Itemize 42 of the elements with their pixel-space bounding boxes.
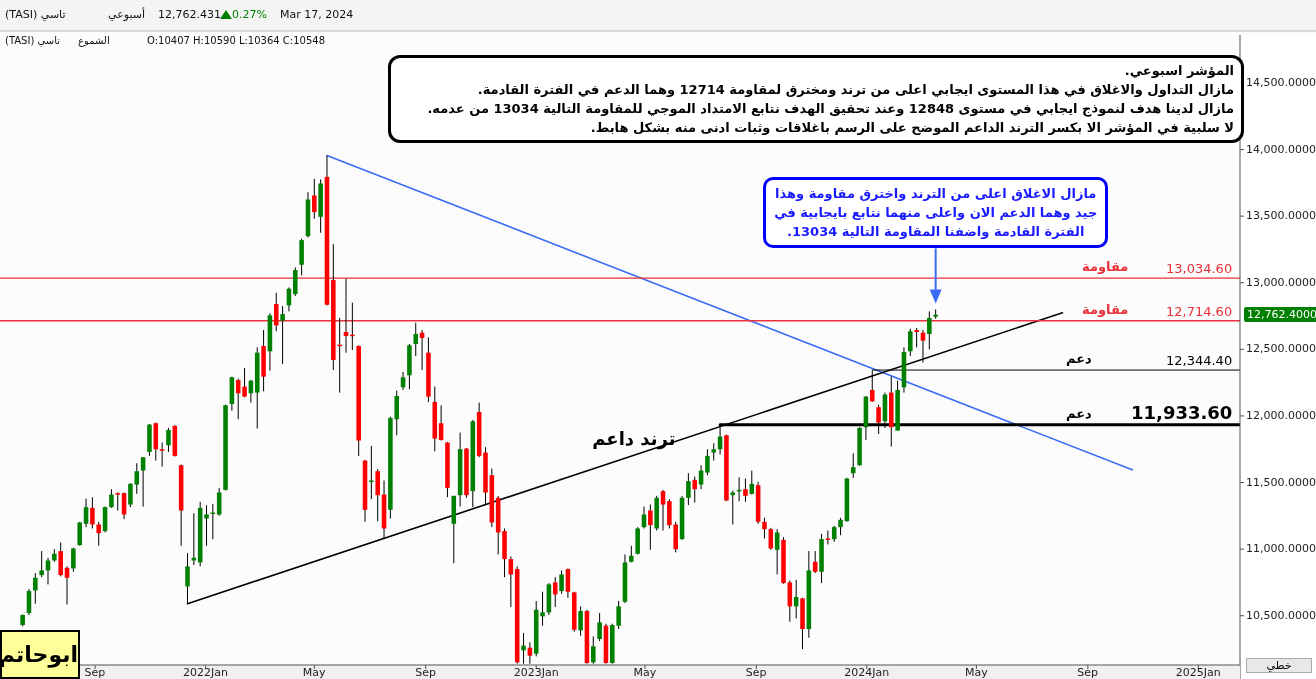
y-tick-label: 14,500.0000	[1246, 75, 1316, 89]
y-tick-label: 12,500.0000	[1246, 342, 1316, 356]
series-label: دعم	[1066, 405, 1092, 421]
x-tick-label: May	[302, 666, 326, 679]
annotation: الشموع	[78, 35, 110, 46]
series-label: مقاومة	[1082, 301, 1129, 317]
x-tick-label: 2023Jan	[513, 666, 559, 679]
x-tick-label: 2022Jan	[183, 666, 229, 679]
x-tick-label: Sep	[745, 666, 767, 679]
note: مازال الاغلاق اعلى من الترند واخترق مقاومة وهذا جيد وهما الدعم الان واعلى منهما نتابع بايجابية في الفترة القادمة واضفنا المقاومة التالية 13034.	[763, 177, 1109, 249]
annotation: O:10407 H:10590 L:10364 C:10548	[147, 35, 326, 46]
text: 12,762.431	[158, 8, 221, 21]
x-tick-label: 2025Jan	[1175, 666, 1221, 679]
text: 0.27%	[232, 8, 267, 21]
text: أسبوعي	[108, 8, 146, 21]
y-tick-label: 14,000.0000	[1246, 142, 1316, 156]
text: تاسي (TASI)	[5, 8, 66, 21]
text: 12,762.4000	[1244, 306, 1316, 322]
y-tick-label: 12,000.0000	[1246, 408, 1316, 422]
text: Mar 17, 2024	[280, 8, 354, 21]
data-label: 13,034.60	[1166, 261, 1233, 277]
x-tick-label: 2024Jan	[844, 666, 890, 679]
x-tick-label: Sep	[415, 666, 436, 679]
data-label: 12,714.60	[1166, 303, 1233, 319]
annotation: تاسي (TASI)	[5, 35, 61, 46]
y-tick-label: 11,500.0000	[1246, 475, 1316, 489]
series-label: دعم	[1066, 351, 1092, 367]
y-tick-label: 10,500.0000	[1246, 608, 1316, 622]
y-tick-label: 13,500.0000	[1246, 209, 1316, 223]
series-label: مقاومة	[1082, 259, 1129, 275]
x-tick-label: May	[633, 666, 657, 679]
series-label: ترند داعم	[592, 428, 676, 450]
y-tick-label: 13,000.0000	[1246, 275, 1316, 289]
text: خطي	[1246, 658, 1312, 673]
title: المؤشر اسبوعي. مازال التداول والاغلاق في هذا المستوى ايجابي اعلى من ترند ومخترق لمقاومة 12714 وهما الدعم في الفترة القادمة. مازال لدينا هدف لنموذج ايجابي في مستوى 12848 وعند تحقيق الهدف نتابع الامتداد الموجي للمقاومة التالية 13034 من عدمه. لا سلبية في المؤشر الا بكسر الترند الداعم الموضح على الرسم باغلاقات وثبات ادنى منه بشكل هابط.	[388, 55, 1244, 143]
x-tick-label: Sep	[1077, 666, 1099, 679]
data-label: 11,933.60	[1131, 401, 1233, 423]
data-label: 12,344.40	[1166, 353, 1233, 369]
x-tick-label: May	[964, 666, 988, 679]
y-tick-label: 11,000.0000	[1246, 542, 1316, 556]
annotation: ابوحاتم	[0, 630, 80, 679]
x-tick-label: Sep	[84, 666, 106, 679]
